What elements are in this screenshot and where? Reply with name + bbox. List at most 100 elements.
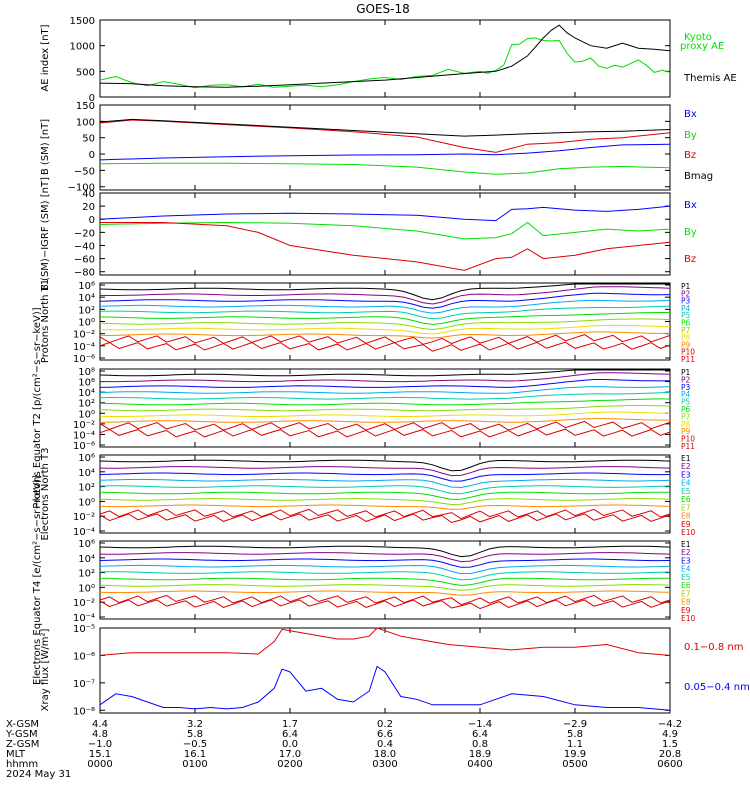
x-axis-value: 1.5 — [662, 739, 678, 750]
channel-line — [99, 305, 671, 320]
channel-line — [99, 491, 670, 500]
series-line — [99, 119, 671, 153]
x-axis-value: 0300 — [372, 759, 397, 770]
y-tick-label: 10⁰ — [78, 318, 95, 329]
channel-label: P3 — [681, 383, 691, 392]
y-tick-label: 10² — [78, 483, 95, 494]
channel-label: P8 — [681, 333, 691, 342]
channel-label: P7 — [681, 412, 691, 421]
y-tick-label: 10⁻⁴ — [73, 527, 95, 538]
channel-line — [99, 472, 671, 482]
y-tick-label: 10⁴ — [78, 388, 95, 399]
panel-7-ylabel: Electrons Equator T4 [e/(cm²−s−sr−keV)] — [32, 475, 43, 685]
channel-line — [99, 379, 671, 388]
x-axis-value: 5.8 — [187, 729, 203, 740]
y-tick-label: 10⁻⁶ — [73, 441, 95, 452]
x-axis-value: 0.4 — [377, 739, 393, 750]
y-tick-label: 10⁻⁴ — [73, 342, 95, 353]
series-line — [99, 162, 671, 175]
y-tick-label: −60 — [74, 255, 95, 266]
channel-line — [99, 571, 671, 581]
y-tick-label: 10⁻⁵ — [73, 624, 95, 635]
panel-2-ylabel: B (SM) [nT] — [40, 119, 51, 175]
y-tick-label: 10² — [78, 569, 95, 580]
row-label-y-gsm: Y-GSM — [5, 729, 38, 740]
channel-label: P3 — [681, 297, 691, 306]
channel-label: P9 — [681, 340, 691, 349]
y-tick-label: 10⁻⁴ — [73, 613, 95, 624]
channel-line — [99, 590, 671, 596]
channel-line — [99, 283, 670, 301]
channel-label: P1 — [681, 282, 691, 291]
channel-line — [99, 504, 671, 510]
y-tick-label: 10⁶ — [78, 281, 95, 292]
x-axis-value: −2.9 — [563, 719, 587, 730]
channel-line — [99, 372, 671, 383]
plot-title: GOES-18 — [356, 2, 410, 16]
y-tick-label: 10⁻⁴ — [73, 430, 95, 441]
channel-line — [99, 341, 671, 352]
y-tick-label: 10⁻⁶ — [73, 651, 95, 662]
y-tick-label: 500 — [76, 67, 95, 78]
channel-line — [99, 324, 671, 335]
series-line — [99, 205, 671, 222]
channel-label: P7 — [681, 326, 691, 335]
x-axis-value: 6.6 — [377, 729, 393, 740]
channel-label: E3 — [681, 470, 691, 479]
legend-b-bz: Bz — [684, 150, 696, 161]
series-line — [100, 222, 671, 271]
series-line — [99, 24, 671, 88]
panel-6-ylabel: Electrons North T3 — [40, 447, 51, 540]
series-line — [99, 118, 671, 137]
y-tick-label: 10⁶ — [78, 378, 95, 389]
panel-8-ylabel: Xray flux [W/m²] — [40, 629, 51, 712]
y-tick-label: 100 — [76, 117, 95, 128]
channel-label: E3 — [681, 556, 691, 565]
y-tick-label: 20 — [82, 202, 95, 213]
channel-line — [99, 398, 671, 406]
legend-b-by: By — [684, 130, 697, 141]
row-label-hhmm: hhmm — [6, 759, 38, 770]
y-tick-label: 1000 — [70, 42, 95, 53]
x-axis-value: 17.0 — [279, 749, 301, 760]
row-label-x-gsm: X-GSM — [6, 719, 39, 730]
y-tick-label: 10² — [78, 399, 95, 410]
series-line — [99, 143, 671, 161]
y-tick-label: 10⁻² — [73, 512, 95, 523]
channel-label: P2 — [681, 375, 691, 384]
x-axis-value: 19.9 — [564, 749, 586, 760]
x-axis-value: −4.2 — [658, 719, 682, 730]
x-axis-value: 0100 — [182, 759, 207, 770]
channel-label: E4 — [681, 479, 691, 488]
channel-line — [99, 577, 670, 586]
y-tick-label: 10⁰ — [78, 409, 95, 420]
x-axis-value: 0600 — [657, 759, 682, 770]
y-tick-label: 10⁴ — [78, 468, 95, 479]
legend-xray-long: 0.1−0.8 nm — [684, 642, 743, 653]
channel-line — [99, 513, 671, 524]
channel-label: P11 — [681, 442, 695, 451]
channel-label: E9 — [681, 520, 691, 529]
y-tick-label: 150 — [76, 101, 95, 112]
y-tick-label: 10⁻² — [73, 598, 95, 609]
channel-label: E7 — [681, 589, 691, 598]
y-tick-label: 10⁶ — [78, 453, 95, 464]
panel-1-ylabel: AE index [nT] — [40, 24, 51, 91]
channel-line — [99, 552, 671, 563]
series-line — [99, 665, 671, 711]
x-axis-value: 0.0 — [282, 739, 298, 750]
channel-label: E2 — [681, 548, 691, 557]
row-label-date: 2024 May 31 — [6, 769, 71, 780]
channel-line — [99, 545, 671, 558]
channel-label: P10 — [681, 348, 695, 357]
channel-line — [99, 584, 671, 591]
x-axis-value: −0.5 — [183, 739, 207, 750]
channel-line — [99, 459, 671, 472]
channel-line — [99, 334, 671, 345]
x-axis-value: −1.0 — [88, 739, 112, 750]
y-tick-label: 40 — [82, 189, 95, 200]
y-tick-label: −50 — [74, 166, 95, 177]
y-tick-label: 10⁴ — [78, 293, 95, 304]
x-axis-value: 0400 — [467, 759, 492, 770]
